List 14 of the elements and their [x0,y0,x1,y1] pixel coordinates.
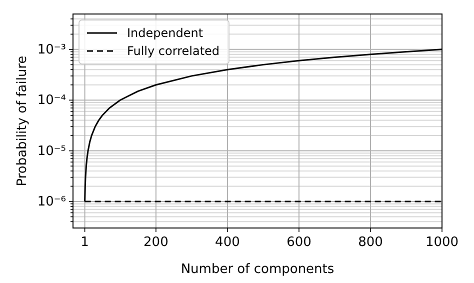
y-tick-label: 10⁻³ [37,42,66,57]
x-tick-label: 200 [144,235,168,250]
y-tick-label: 10⁻⁴ [37,92,66,108]
legend-label: Independent [127,26,204,40]
y-tick-label: 10⁻⁶ [37,194,66,209]
x-axis-title: Number of components [180,262,334,277]
x-tick-label: 600 [286,235,312,250]
x-tick-label: 800 [358,235,383,250]
y-tick-label: 10⁻⁵ [37,143,66,158]
legend-label: Fully correlated [127,44,220,58]
y-axis-title: Probability of failure [15,56,30,186]
x-tick-label: 1000 [425,235,459,250]
x-tick-label: 1 [80,235,89,250]
x-tick-label: 400 [215,235,240,250]
